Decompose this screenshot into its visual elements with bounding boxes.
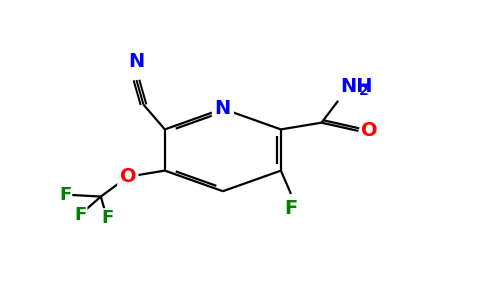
Text: F: F (59, 186, 71, 204)
Text: N: N (215, 99, 231, 118)
Text: F: F (74, 206, 86, 224)
Text: O: O (361, 122, 378, 140)
Text: O: O (120, 167, 136, 186)
Text: F: F (285, 199, 298, 218)
Text: 2: 2 (359, 84, 368, 98)
Text: N: N (128, 52, 145, 71)
Text: F: F (101, 209, 113, 227)
Text: NH: NH (341, 77, 373, 96)
